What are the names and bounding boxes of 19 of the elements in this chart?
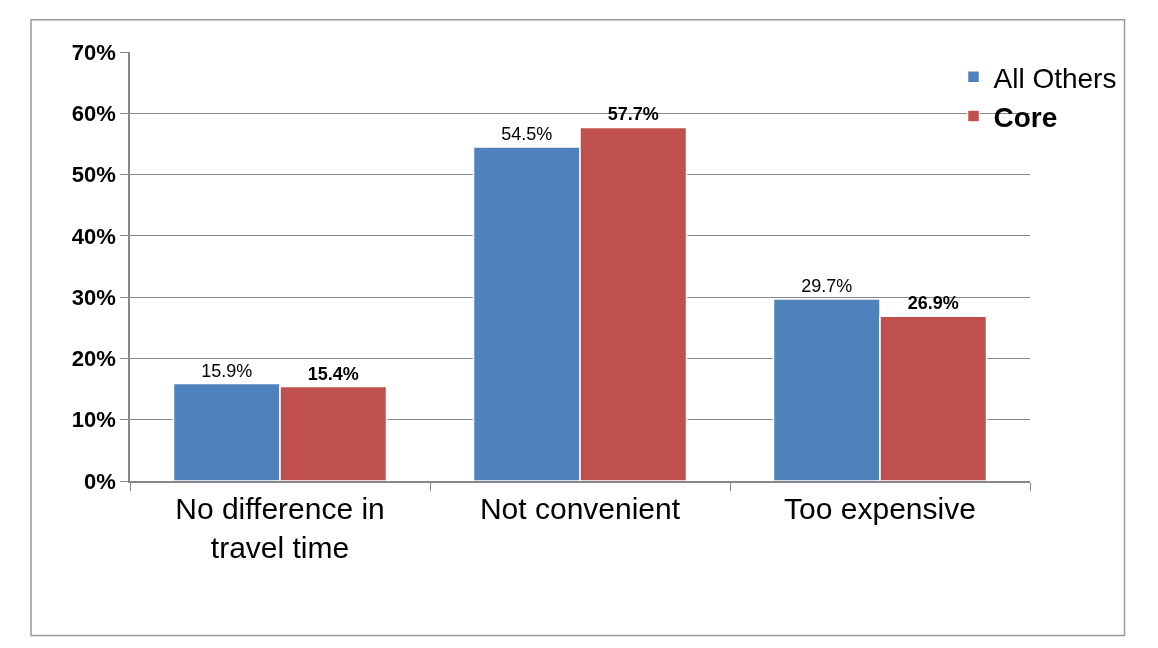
y-tick-label: 50% bbox=[71, 162, 116, 188]
y-tick-label: 0% bbox=[84, 468, 116, 494]
x-tick-label: No difference in travel time bbox=[175, 491, 385, 564]
x-tick-label: Not convenient bbox=[479, 491, 681, 525]
legend-label: Core bbox=[993, 102, 1058, 134]
y-tick-label: 20% bbox=[71, 346, 116, 372]
data-label: 54.5% bbox=[501, 123, 553, 144]
legend-label: All Others bbox=[993, 62, 1117, 94]
y-tick-label: 30% bbox=[71, 284, 116, 310]
y-tick-label: 10% bbox=[71, 407, 116, 433]
data-label: 15.9% bbox=[201, 360, 253, 381]
y-tick-label: 60% bbox=[71, 100, 116, 126]
x-tick-label: Too expensive bbox=[784, 491, 976, 525]
y-tick-label: 40% bbox=[71, 223, 116, 249]
y-tick-label: 70% bbox=[71, 39, 116, 65]
data-label: 15.4% bbox=[307, 363, 359, 384]
data-label: 26.9% bbox=[907, 293, 959, 314]
data-label: 57.7% bbox=[607, 104, 659, 125]
data-label: 29.7% bbox=[801, 275, 853, 296]
